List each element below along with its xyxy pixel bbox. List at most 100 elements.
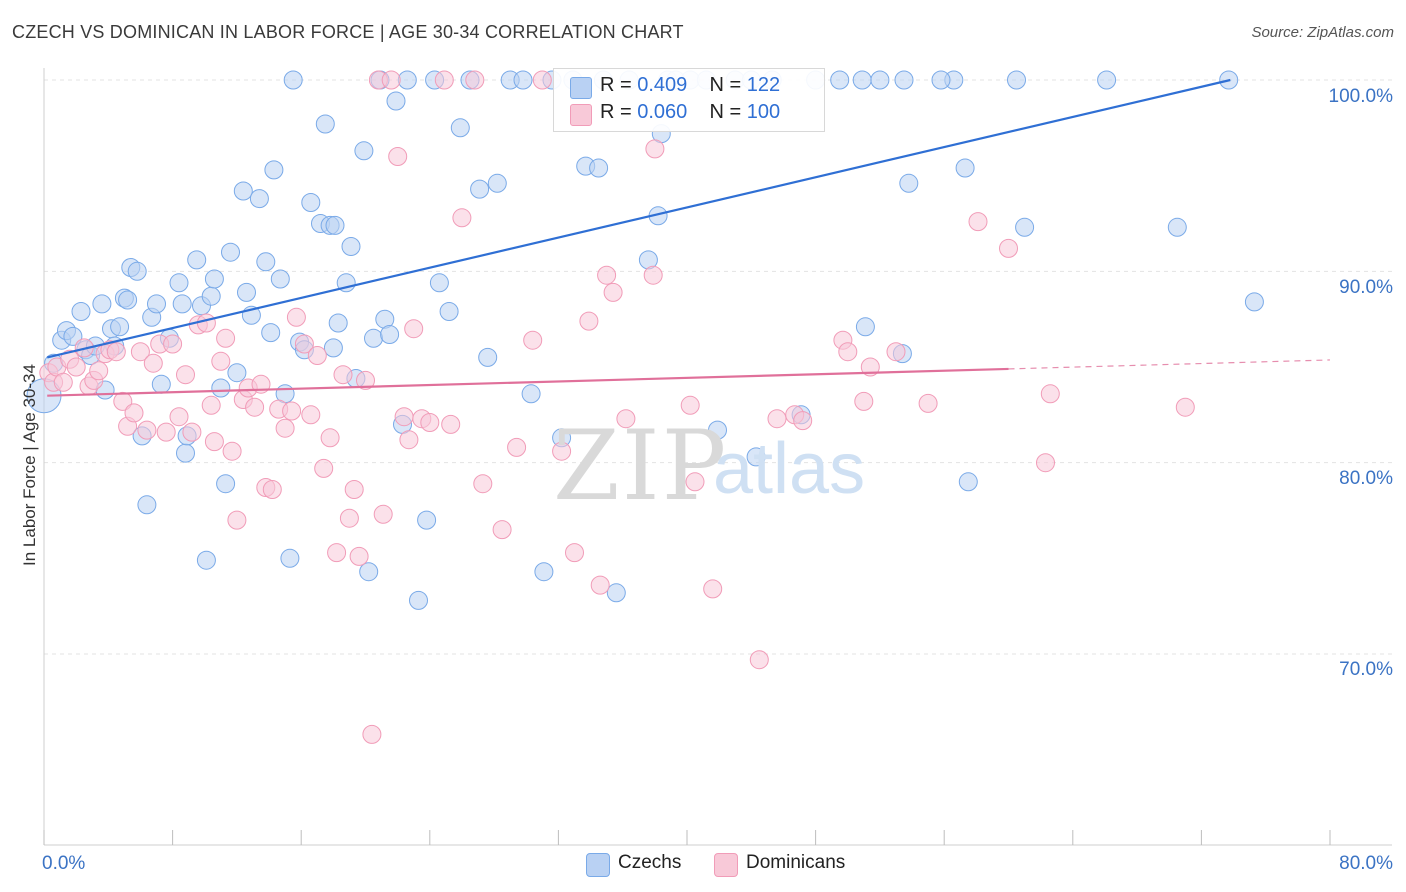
dominican-point xyxy=(137,420,157,440)
dominican-point xyxy=(294,334,314,354)
dominican-point xyxy=(590,575,610,595)
stats-swatch-dominican xyxy=(570,104,592,126)
legend-swatch-dominicans xyxy=(714,853,738,877)
dominican-point xyxy=(143,353,163,373)
czech-point xyxy=(386,91,406,111)
czech-point xyxy=(359,562,379,582)
dominican-point xyxy=(344,480,364,499)
dominican-point xyxy=(89,361,109,381)
dominican-point xyxy=(645,139,665,159)
dominican-point xyxy=(532,70,552,90)
watermark-zip: ZIP xyxy=(553,410,729,522)
dominican-point xyxy=(301,405,321,425)
czech-point xyxy=(852,70,872,90)
stats-text-czech: R = 0.409 N = 122 xyxy=(600,74,780,97)
chart-title: CZECH VS DOMINICAN IN LABOR FORCE | AGE … xyxy=(12,22,684,42)
dominican-point xyxy=(216,328,236,348)
czech-point xyxy=(221,242,240,262)
dominican-point xyxy=(579,311,599,331)
czech-point xyxy=(470,179,490,199)
czech-point xyxy=(364,328,383,348)
czech-point xyxy=(513,70,533,90)
czech-point xyxy=(196,550,216,570)
dominican-trend-line-extension xyxy=(1008,359,1331,370)
dominican-point xyxy=(552,441,572,461)
dominican-point xyxy=(262,480,282,499)
czech-point xyxy=(1244,292,1264,312)
czech-point xyxy=(341,237,361,256)
axes xyxy=(43,68,1392,846)
y-tick-label-70: 70.0% xyxy=(1339,659,1393,680)
czech-point xyxy=(534,562,554,582)
czech-point xyxy=(216,474,236,494)
dominican-point xyxy=(275,418,295,438)
dominican-point xyxy=(523,330,543,350)
dominican-point xyxy=(685,472,705,492)
czech-point xyxy=(899,173,919,193)
dominican-point xyxy=(245,397,265,417)
dominican-point xyxy=(333,365,353,385)
dominican-point xyxy=(886,342,906,362)
czech-point xyxy=(270,269,290,289)
czech-point xyxy=(204,269,224,289)
trend-lines xyxy=(46,78,1331,397)
dominican-point xyxy=(282,401,302,421)
dominican-point xyxy=(113,391,133,411)
watermark-atlas: atlas xyxy=(713,429,866,509)
dominican-point xyxy=(320,428,340,448)
dominican-points xyxy=(39,70,1195,744)
dominican-point xyxy=(349,546,369,566)
czech-point xyxy=(323,338,343,358)
czech-point xyxy=(409,590,428,610)
stats-r-label-dominican: R = xyxy=(600,101,638,123)
czech-point xyxy=(118,290,138,310)
czech-point xyxy=(227,363,247,383)
czech-point xyxy=(397,70,417,90)
dominican-point xyxy=(420,413,440,432)
x-tick-label-max: 80.0% xyxy=(1339,853,1393,874)
dominican-point xyxy=(1175,397,1195,417)
dominican-point xyxy=(182,422,202,442)
stats-text-dominican: R = 0.060 N = 100 xyxy=(600,101,780,124)
dominican-point xyxy=(201,395,221,415)
czech-point xyxy=(151,374,171,394)
legend: Czechs Dominicans xyxy=(0,851,1406,879)
dominican-point xyxy=(204,432,224,452)
czech-point xyxy=(450,118,470,138)
czech-point xyxy=(147,294,166,314)
czech-point xyxy=(521,384,541,404)
dominican-point xyxy=(394,407,414,427)
legend-label-czechs: Czechs xyxy=(618,852,682,873)
dominican-point xyxy=(860,357,880,377)
dominican-point xyxy=(793,411,813,431)
dominican-point xyxy=(507,437,527,457)
czech-point xyxy=(830,70,850,90)
czech-point xyxy=(169,273,189,293)
dominican-point xyxy=(169,407,189,427)
dominican-point xyxy=(838,342,858,362)
dominican-point xyxy=(388,147,408,166)
czech-point xyxy=(211,378,231,398)
dominican-point xyxy=(373,504,393,524)
czech-point xyxy=(589,158,609,178)
czech-point xyxy=(71,302,91,321)
legend-swatch-czechs xyxy=(586,853,610,877)
czech-point xyxy=(264,160,284,180)
czech-point xyxy=(301,193,321,212)
stats-n-dominican: 100 xyxy=(746,101,781,123)
x-tick-label-min: 0.0% xyxy=(42,853,86,874)
dominican-point xyxy=(130,342,150,362)
dominican-point xyxy=(767,409,787,429)
stats-r-label-czech: R = xyxy=(600,74,638,96)
legend-label-dominicans: Dominicans xyxy=(746,852,846,873)
dominican-point xyxy=(643,265,663,285)
dominican-point xyxy=(53,372,73,392)
stats-r-czech: 0.409 xyxy=(637,74,688,96)
dominican-point xyxy=(1036,453,1055,473)
dominican-point xyxy=(1040,384,1060,404)
czech-point xyxy=(417,510,437,530)
czech-point xyxy=(315,114,335,134)
czech-point xyxy=(855,317,875,337)
dominican-point xyxy=(473,474,493,494)
